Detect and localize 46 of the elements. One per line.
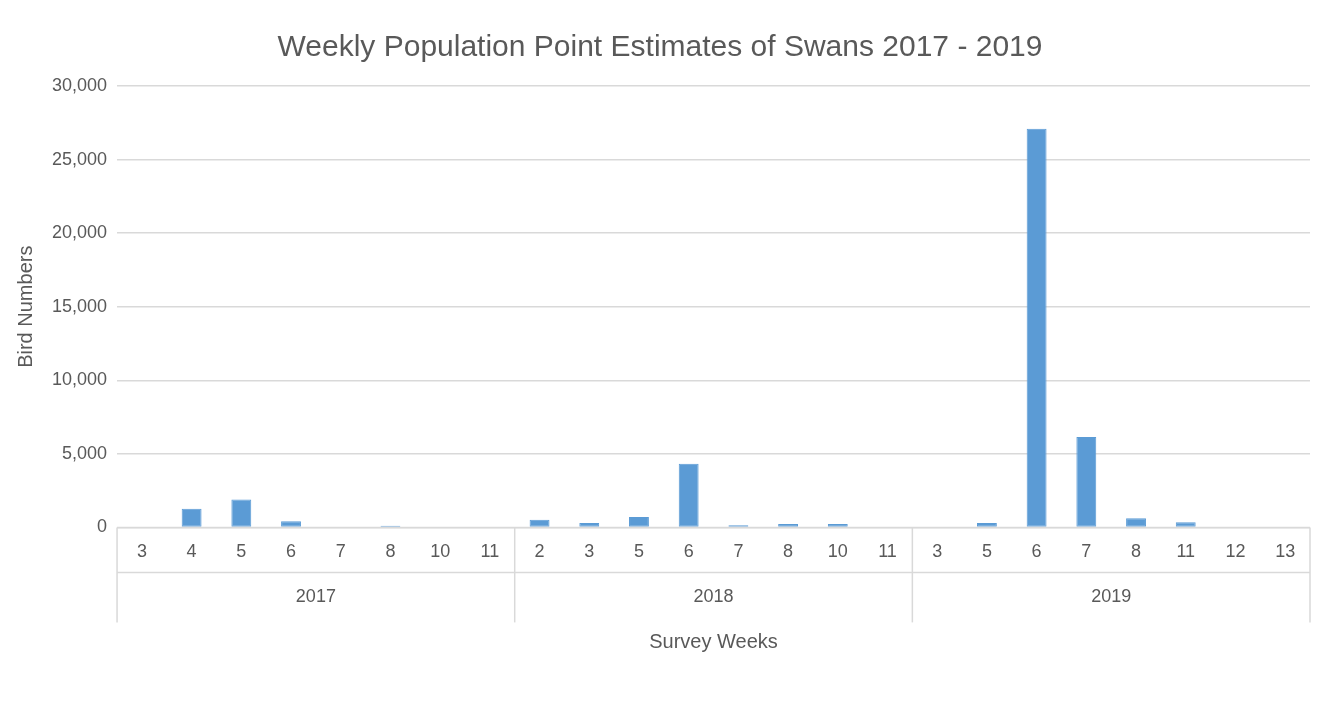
x-tick-label: 11 xyxy=(480,541,500,562)
x-tick-label: 3 xyxy=(136,541,147,562)
y-tick-label: 20,000 xyxy=(51,222,108,243)
x-tick-label: 7 xyxy=(1081,541,1092,562)
x-tick-label: 10 xyxy=(430,541,451,562)
x-tick-label: 8 xyxy=(1131,541,1142,562)
x-tick-label: 5 xyxy=(236,541,247,562)
x-tick-label: 8 xyxy=(385,541,396,562)
y-tick-label: 30,000 xyxy=(51,74,108,95)
x-tick-label: 11 xyxy=(1176,541,1196,562)
x-tick-label: 7 xyxy=(733,541,744,562)
y-axis-title: Bird Numbers xyxy=(13,245,36,368)
text: 2017 xyxy=(295,586,336,607)
x-tick-label: 5 xyxy=(633,541,644,562)
x-tick-label: 8 xyxy=(783,541,794,562)
bar xyxy=(1175,522,1196,527)
x-tick-label: 6 xyxy=(286,541,297,562)
x-tick-label: 6 xyxy=(1031,541,1042,562)
bar xyxy=(231,499,252,527)
x-tick-label: 10 xyxy=(827,541,848,562)
bar xyxy=(1076,436,1097,527)
bar xyxy=(529,519,550,527)
y-tick-label: 5,000 xyxy=(62,442,108,463)
x-tick-label: 7 xyxy=(335,541,346,562)
y-tick-label: 0 xyxy=(97,516,108,537)
bar xyxy=(281,521,301,527)
x-tick-label: 2 xyxy=(534,541,545,562)
y-tick-label: 25,000 xyxy=(51,148,108,169)
y-tick-label: 10,000 xyxy=(51,369,108,390)
x-tick-label: 3 xyxy=(584,541,595,562)
x-tick-label: 13 xyxy=(1275,541,1296,562)
bar xyxy=(629,516,649,527)
text: 2019 xyxy=(1091,586,1132,607)
x-tick-label: 6 xyxy=(683,541,694,562)
x-tick-label: 12 xyxy=(1225,541,1246,562)
y-tick-label: 15,000 xyxy=(51,295,108,316)
bar xyxy=(1026,128,1047,527)
x-axis-title: Survey Weeks xyxy=(649,629,778,652)
x-tick-label: 11 xyxy=(878,541,897,562)
bar xyxy=(678,463,699,527)
x-tick-label: 4 xyxy=(186,541,197,562)
text: 2018 xyxy=(693,586,734,607)
x-tick-label: 5 xyxy=(981,541,992,562)
bar xyxy=(1126,518,1146,527)
chart-title: Weekly Population Point Estimates of Swans 2017 - 2019 xyxy=(277,29,1043,63)
x-tick-label: 3 xyxy=(932,541,943,562)
